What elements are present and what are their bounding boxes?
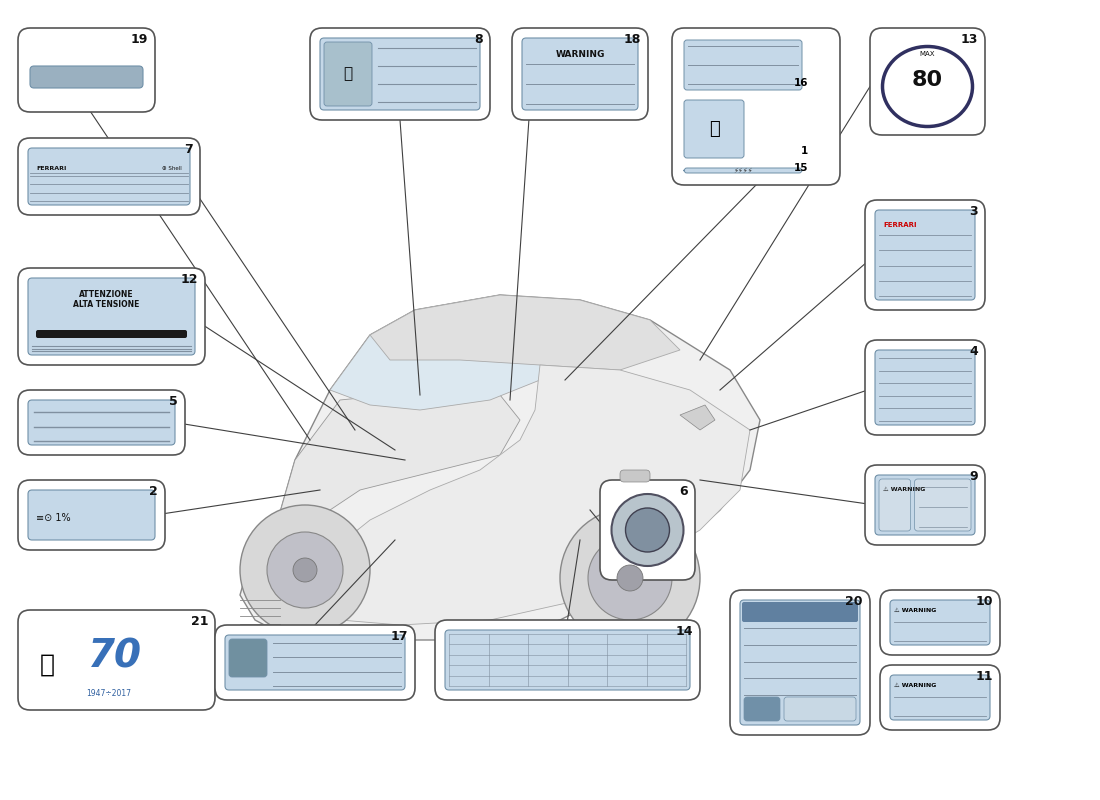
FancyBboxPatch shape bbox=[874, 350, 975, 425]
Text: 4: 4 bbox=[969, 345, 978, 358]
Circle shape bbox=[617, 565, 643, 591]
FancyBboxPatch shape bbox=[620, 470, 650, 482]
Circle shape bbox=[293, 558, 317, 582]
FancyBboxPatch shape bbox=[684, 100, 744, 158]
Text: 🛢: 🛢 bbox=[343, 66, 353, 82]
Text: 13: 13 bbox=[960, 33, 978, 46]
Text: 10: 10 bbox=[976, 595, 993, 608]
Text: FERRARI: FERRARI bbox=[36, 166, 66, 171]
FancyBboxPatch shape bbox=[672, 28, 840, 185]
FancyBboxPatch shape bbox=[890, 675, 990, 720]
Text: 19: 19 bbox=[131, 33, 149, 46]
FancyBboxPatch shape bbox=[18, 390, 185, 455]
FancyBboxPatch shape bbox=[880, 665, 1000, 730]
Text: ATTENZIONE
ALTA TENSIONE: ATTENZIONE ALTA TENSIONE bbox=[74, 290, 140, 310]
FancyBboxPatch shape bbox=[36, 330, 187, 338]
Text: 7: 7 bbox=[185, 143, 192, 156]
Text: 11: 11 bbox=[976, 670, 993, 683]
FancyBboxPatch shape bbox=[744, 697, 780, 721]
FancyBboxPatch shape bbox=[446, 630, 690, 690]
FancyBboxPatch shape bbox=[742, 602, 858, 622]
Text: 70: 70 bbox=[88, 638, 142, 676]
Text: 1947÷2017: 1947÷2017 bbox=[86, 689, 131, 698]
Polygon shape bbox=[240, 295, 760, 640]
FancyBboxPatch shape bbox=[784, 697, 856, 721]
FancyBboxPatch shape bbox=[865, 200, 984, 310]
FancyBboxPatch shape bbox=[28, 490, 155, 540]
Polygon shape bbox=[255, 390, 520, 595]
FancyBboxPatch shape bbox=[684, 168, 802, 173]
Circle shape bbox=[588, 536, 672, 620]
Text: 3: 3 bbox=[969, 205, 978, 218]
Text: 18: 18 bbox=[624, 33, 641, 46]
Text: MAX: MAX bbox=[920, 51, 935, 58]
Text: ⊕ Shell: ⊕ Shell bbox=[163, 166, 182, 171]
Circle shape bbox=[626, 508, 670, 552]
Text: 6: 6 bbox=[680, 485, 688, 498]
Text: 80: 80 bbox=[912, 70, 943, 90]
Text: ⚠ WARNING: ⚠ WARNING bbox=[894, 608, 936, 613]
Text: WARNING: WARNING bbox=[556, 50, 605, 59]
FancyBboxPatch shape bbox=[18, 138, 200, 215]
FancyBboxPatch shape bbox=[880, 590, 1000, 655]
Text: 15: 15 bbox=[793, 163, 808, 173]
FancyBboxPatch shape bbox=[310, 28, 490, 120]
FancyBboxPatch shape bbox=[214, 625, 415, 700]
FancyBboxPatch shape bbox=[684, 40, 802, 90]
FancyBboxPatch shape bbox=[874, 475, 975, 535]
Circle shape bbox=[267, 532, 343, 608]
Text: 2: 2 bbox=[150, 485, 158, 498]
Text: 5: 5 bbox=[169, 395, 178, 408]
FancyBboxPatch shape bbox=[229, 639, 267, 677]
FancyBboxPatch shape bbox=[28, 148, 190, 205]
FancyBboxPatch shape bbox=[18, 480, 165, 550]
Text: 8: 8 bbox=[474, 33, 483, 46]
FancyBboxPatch shape bbox=[600, 480, 695, 580]
Text: 🐎: 🐎 bbox=[40, 653, 55, 677]
FancyBboxPatch shape bbox=[740, 600, 860, 725]
Text: ⚠ WARNING: ⚠ WARNING bbox=[894, 683, 936, 688]
FancyBboxPatch shape bbox=[226, 635, 405, 690]
FancyBboxPatch shape bbox=[18, 610, 214, 710]
Polygon shape bbox=[680, 405, 715, 430]
FancyBboxPatch shape bbox=[28, 400, 175, 445]
Polygon shape bbox=[330, 295, 570, 410]
FancyBboxPatch shape bbox=[512, 28, 648, 120]
Text: 17: 17 bbox=[390, 630, 408, 643]
FancyBboxPatch shape bbox=[730, 590, 870, 735]
FancyBboxPatch shape bbox=[914, 479, 971, 531]
Text: FERRARI: FERRARI bbox=[883, 222, 916, 228]
FancyBboxPatch shape bbox=[434, 620, 700, 700]
FancyBboxPatch shape bbox=[30, 66, 143, 88]
FancyBboxPatch shape bbox=[324, 42, 372, 106]
Text: 16: 16 bbox=[793, 78, 808, 88]
FancyBboxPatch shape bbox=[879, 479, 911, 531]
FancyBboxPatch shape bbox=[865, 465, 984, 545]
Text: ≡⊙ 1%: ≡⊙ 1% bbox=[36, 513, 70, 523]
Polygon shape bbox=[310, 365, 750, 625]
FancyBboxPatch shape bbox=[28, 278, 195, 355]
Text: 9: 9 bbox=[969, 470, 978, 483]
Text: 14: 14 bbox=[675, 625, 693, 638]
Text: ⛽: ⛽ bbox=[708, 120, 719, 138]
Text: ⚡⚡⚡⚡: ⚡⚡⚡⚡ bbox=[734, 167, 752, 174]
Text: 1: 1 bbox=[801, 146, 808, 156]
Circle shape bbox=[560, 508, 700, 648]
FancyBboxPatch shape bbox=[522, 38, 638, 110]
FancyBboxPatch shape bbox=[18, 28, 155, 112]
Circle shape bbox=[240, 505, 370, 635]
Text: 12: 12 bbox=[180, 273, 198, 286]
FancyBboxPatch shape bbox=[18, 268, 205, 365]
FancyBboxPatch shape bbox=[890, 600, 990, 645]
FancyBboxPatch shape bbox=[865, 340, 984, 435]
Text: 20: 20 bbox=[846, 595, 864, 608]
FancyBboxPatch shape bbox=[870, 28, 984, 135]
FancyBboxPatch shape bbox=[320, 38, 480, 110]
Circle shape bbox=[612, 494, 683, 566]
Text: ⚠ WARNING: ⚠ WARNING bbox=[883, 487, 925, 492]
Polygon shape bbox=[370, 295, 680, 370]
FancyBboxPatch shape bbox=[874, 210, 975, 300]
Text: 21: 21 bbox=[190, 615, 208, 628]
Ellipse shape bbox=[882, 46, 972, 126]
